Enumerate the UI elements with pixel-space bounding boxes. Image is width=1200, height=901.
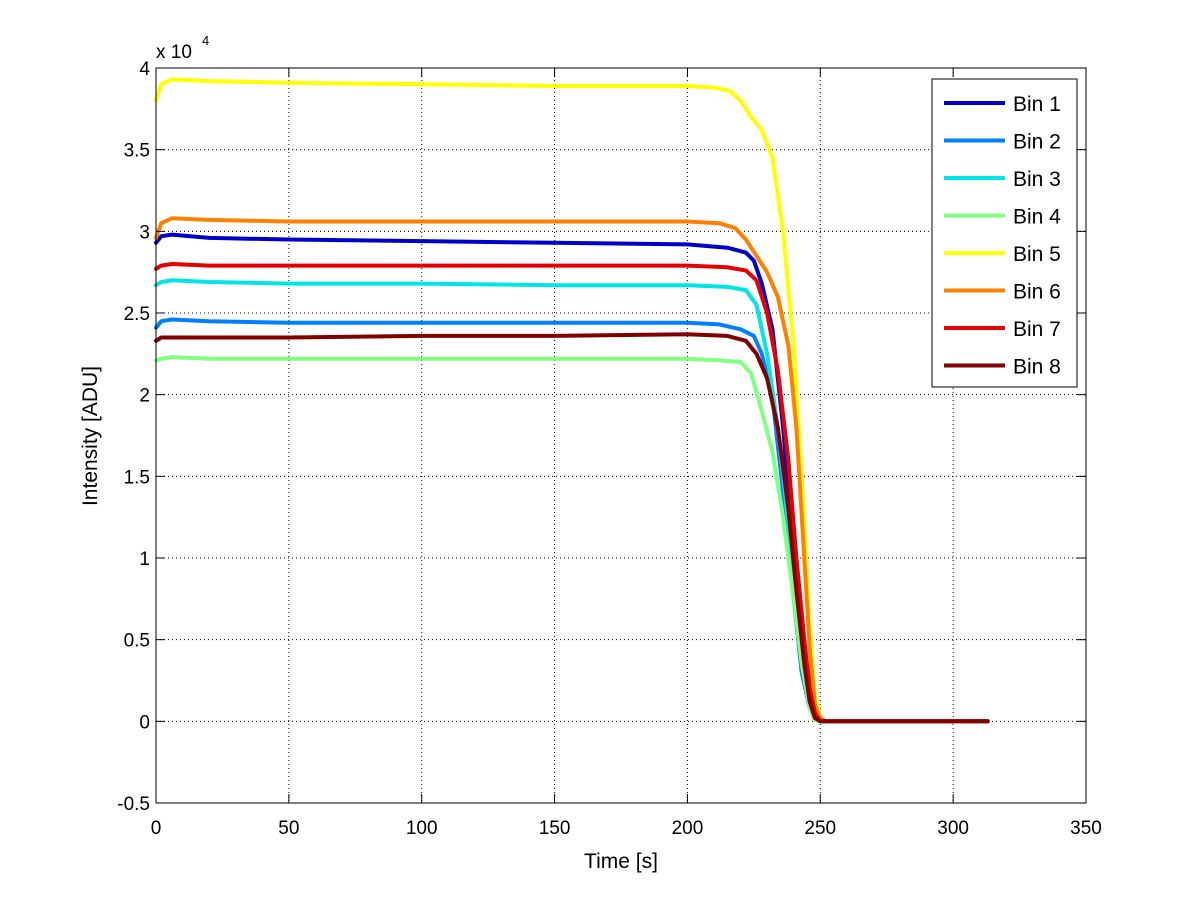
x-axis-label: Time [s]: [584, 850, 658, 873]
legend-label-5: Bin 5: [1013, 243, 1061, 266]
x-tick-label: 250: [804, 818, 836, 839]
y-tick-label: 0.5: [124, 631, 150, 652]
y-tick-label: 0: [139, 712, 150, 733]
y-tick-label: 4: [139, 59, 150, 80]
y-multiplier-exponent: 4: [202, 33, 209, 48]
legend-label-1: Bin 1: [1013, 93, 1061, 116]
x-tick-label: 50: [278, 818, 299, 839]
x-tick-label: 150: [539, 818, 571, 839]
y-multiplier-base: x 10: [156, 42, 192, 63]
legend-label-2: Bin 2: [1013, 131, 1061, 154]
plot-area: [156, 68, 1086, 803]
legend-label-6: Bin 6: [1013, 281, 1061, 304]
x-tick-label: 100: [406, 818, 438, 839]
legend-label-8: Bin 8: [1013, 356, 1061, 379]
y-tick-label: 1: [139, 549, 150, 570]
y-tick-label: -0.5: [117, 794, 150, 815]
x-tick-label: 300: [937, 818, 969, 839]
x-tick-label: 200: [672, 818, 704, 839]
x-tick-label: 0: [151, 818, 162, 839]
axis-ticks: 0 50 100 150 200 250 300 350-0.500.511.522.533.…: [117, 59, 1102, 839]
y-axis-label: Intensity [ADU]: [79, 366, 102, 506]
y-tick-label: 2: [139, 386, 150, 407]
grid: [156, 68, 1086, 803]
series-lines: [154, 77, 990, 724]
plot-frame: [155, 67, 1087, 804]
y-tick-label: 1.5: [124, 467, 150, 488]
x-tick-label: 350: [1070, 818, 1102, 839]
y-tick-label: 3: [139, 222, 150, 243]
y-tick-label: 3.5: [124, 141, 150, 162]
series-line-7: [154, 262, 990, 724]
legend-label-4: Bin 4: [1013, 206, 1061, 229]
series-line-6: [154, 216, 990, 724]
legend-label-7: Bin 7: [1013, 318, 1061, 341]
y-tick-label: 2.5: [124, 304, 150, 325]
legend-label-3: Bin 3: [1013, 168, 1061, 191]
legend: Bin 1 Bin 2 Bin 3 Bin 4 Bin 5 Bin 6 Bin 7 Bin 8: [931, 78, 1078, 388]
legend-box: [931, 78, 1078, 388]
series-line-8: [154, 332, 990, 724]
